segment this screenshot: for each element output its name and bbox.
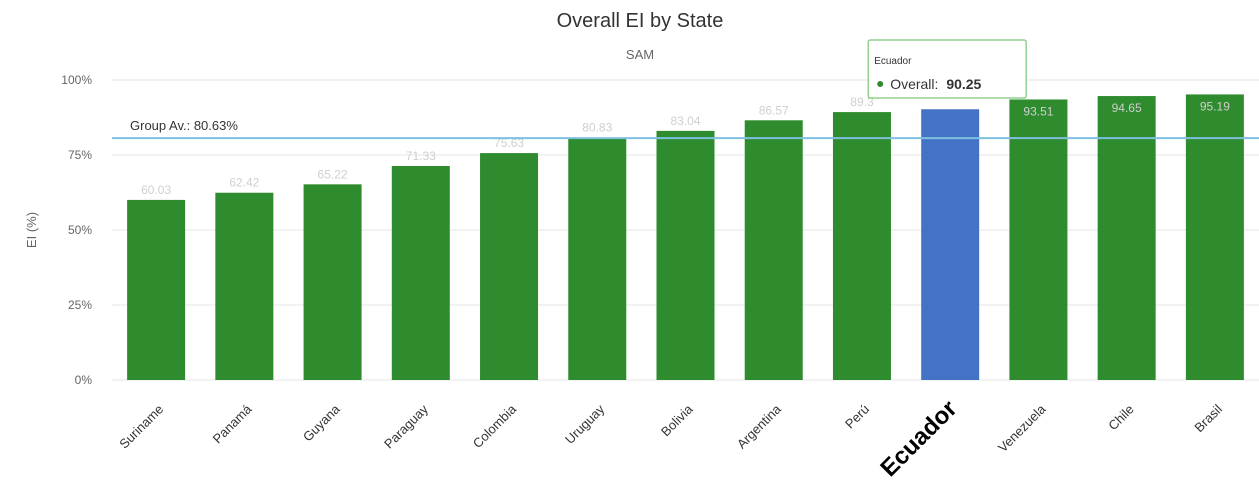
tooltip: Ecuador Overall: 90.25 — [867, 39, 1027, 99]
data-label: 89.3 — [850, 95, 874, 109]
bar-panamá[interactable] — [215, 192, 274, 380]
bar-uruguay[interactable] — [568, 137, 627, 380]
bar-bolivia[interactable] — [656, 130, 715, 380]
x-tick-label: Panamá — [210, 401, 255, 446]
data-label: 86.57 — [759, 103, 789, 117]
y-tick-label: 100% — [61, 73, 92, 87]
x-tick-label: Bolivia — [658, 401, 696, 439]
bar-brasil[interactable] — [1185, 94, 1244, 381]
group-average-label: Group Av.: 80.63% — [130, 118, 238, 133]
data-label: 65.22 — [318, 167, 348, 181]
x-tick-label: Suriname — [116, 402, 166, 452]
tooltip-series-label: Overall: — [890, 76, 938, 92]
chart-title: Overall EI by State — [557, 10, 724, 32]
x-tick-label: Ecuador — [875, 395, 962, 482]
y-tick-label: 0% — [75, 373, 93, 387]
bars — [127, 94, 1244, 381]
bar-venezuela[interactable] — [1009, 99, 1068, 380]
data-label: 75.63 — [494, 136, 524, 150]
bar-perú[interactable] — [832, 112, 891, 380]
data-label: 62.42 — [229, 176, 259, 190]
tooltip-box — [867, 39, 1027, 99]
x-tick-label: Chile — [1105, 402, 1137, 434]
tooltip-series-dot — [877, 81, 884, 87]
x-tick-label: Paraguay — [381, 401, 431, 451]
bar-paraguay[interactable] — [391, 166, 450, 380]
x-tick-label: Guyana — [300, 401, 343, 444]
tooltip-series-line: Overall: 90.25 — [890, 76, 981, 92]
y-tick-label: 50% — [68, 223, 92, 237]
data-label: 71.33 — [406, 149, 436, 163]
bar-ecuador[interactable] — [921, 109, 980, 380]
x-tick-label: Perú — [842, 402, 872, 432]
data-labels: 60.03 62.42 65.22 71.33 75.63 80.83 83.04 86.57… — [141, 95, 1230, 197]
bar-guyana[interactable] — [303, 184, 362, 380]
data-label: 80.83 — [582, 121, 612, 135]
y-tick-label: 25% — [68, 298, 92, 312]
x-tick-label: Colombia — [470, 401, 520, 451]
data-label: 94.65 — [1112, 101, 1142, 115]
bar-colombia[interactable] — [480, 153, 539, 380]
data-label: 95.19 — [1200, 99, 1230, 113]
x-axis-ticks: Suriname Panamá Guyana Paraguay Colombia Urug… — [116, 395, 1225, 482]
data-label: 93.51 — [1023, 104, 1053, 118]
y-axis-label: EI (%) — [24, 212, 39, 248]
x-tick-label: Uruguay — [562, 401, 608, 447]
x-tick-label: Argentina — [734, 401, 785, 452]
data-label: 60.03 — [141, 183, 171, 197]
x-tick-label: Brasil — [1191, 401, 1225, 435]
tooltip-country: Ecuador — [874, 56, 912, 67]
bar-argentina[interactable] — [744, 120, 803, 380]
chart-subtitle: SAM — [626, 47, 654, 62]
bar-chile[interactable] — [1097, 96, 1156, 381]
y-axis-ticks: 0% 25% 50% 75% 100% — [61, 73, 92, 387]
tooltip-value: 90.25 — [946, 76, 981, 92]
bar-suriname[interactable] — [127, 199, 186, 380]
y-tick-label: 75% — [68, 148, 92, 162]
data-label: 83.04 — [670, 114, 700, 128]
x-tick-label: Venezuela — [995, 401, 1049, 455]
